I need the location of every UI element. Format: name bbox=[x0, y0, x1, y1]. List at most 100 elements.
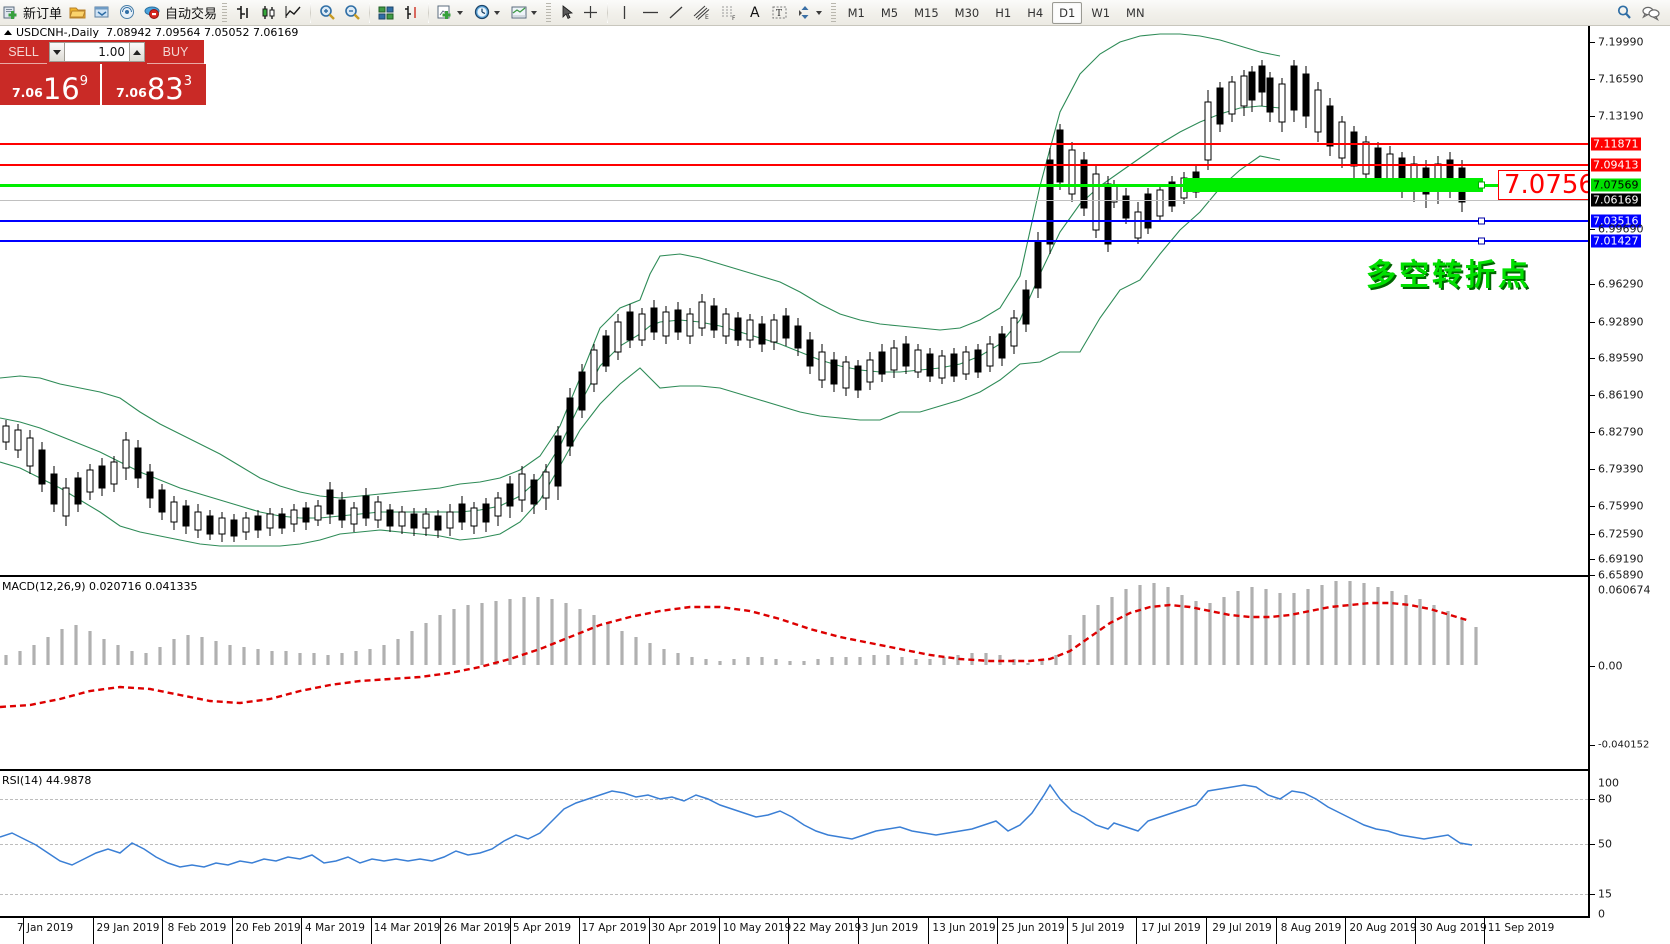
pivot-price-label[interactable]: 7.07569 bbox=[1591, 178, 1641, 192]
chart-collapse-icon[interactable] bbox=[4, 30, 12, 35]
arrows-dropdown-button[interactable] bbox=[792, 1, 829, 25]
price-tick-label: 7.16590 bbox=[1598, 72, 1644, 86]
new-chart-dropdown-caret[interactable] bbox=[457, 10, 464, 15]
signal-icon bbox=[118, 4, 137, 21]
toolbar-grip-2[interactable] bbox=[546, 2, 552, 23]
fibonacci-button[interactable]: F bbox=[716, 1, 743, 25]
price-annotation-tag[interactable]: 7.07569 bbox=[1498, 170, 1588, 200]
chat-icon bbox=[1640, 4, 1661, 21]
volume-stepper[interactable]: 1.00 bbox=[47, 40, 147, 64]
bar-chart-button[interactable] bbox=[231, 1, 256, 25]
horizontal-line-button[interactable] bbox=[637, 1, 664, 25]
timeframe-dropdown-caret[interactable] bbox=[494, 10, 501, 15]
rsi-line bbox=[0, 783, 1473, 868]
market-watch-button[interactable] bbox=[115, 1, 140, 25]
bollinger-lower-band bbox=[0, 155, 1281, 547]
pivot-line-anchor bbox=[1478, 181, 1485, 189]
timeframe-mn[interactable]: MN bbox=[1126, 5, 1145, 20]
crosshair-tool-button[interactable] bbox=[578, 1, 603, 25]
volume-input[interactable]: 1.00 bbox=[65, 42, 129, 62]
cursor-tool-button[interactable] bbox=[555, 1, 578, 25]
new-chart-button[interactable] bbox=[433, 1, 470, 25]
timeframe-w1[interactable]: W1 bbox=[1091, 5, 1111, 20]
line-chart-button[interactable] bbox=[281, 1, 306, 25]
resistance-price-label-1[interactable]: 7.11871 bbox=[1591, 137, 1641, 151]
rsi-panel[interactable]: RSI(14) 44.9878 bbox=[0, 773, 1588, 918]
templates-button[interactable] bbox=[507, 1, 544, 25]
trendline-button[interactable] bbox=[664, 1, 689, 25]
text-tool-button[interactable]: A bbox=[743, 1, 767, 25]
chart-workspace: USDCNH-,Daily 7.08942 7.09564 7.05052 7.… bbox=[0, 26, 1670, 944]
timeframe-h4[interactable]: H4 bbox=[1027, 5, 1044, 20]
data-window-button[interactable] bbox=[399, 1, 424, 25]
tile-windows-button[interactable] bbox=[374, 1, 399, 25]
arrows-dropdown-caret[interactable] bbox=[815, 10, 822, 15]
svg-text:T: T bbox=[776, 9, 782, 19]
candlestick-chart-button[interactable] bbox=[256, 1, 281, 25]
indicator-list-button[interactable] bbox=[65, 1, 90, 25]
price-tick-label: 6.79390 bbox=[1598, 462, 1644, 476]
resistance-price-label-2[interactable]: 7.09413 bbox=[1591, 158, 1641, 172]
price-tick bbox=[1590, 432, 1595, 433]
support-price-label-2[interactable]: 7.01427 bbox=[1591, 234, 1641, 248]
date-tick bbox=[1415, 918, 1416, 944]
price-tick-label: 6.89590 bbox=[1598, 351, 1644, 365]
support-price-label-1[interactable]: 7.03516 bbox=[1591, 214, 1641, 228]
zoom-in-button[interactable] bbox=[315, 1, 340, 25]
price-tick-label: 6.96290 bbox=[1598, 277, 1644, 291]
price-panel[interactable]: USDCNH-,Daily 7.08942 7.09564 7.05052 7.… bbox=[0, 26, 1588, 577]
new-order-button[interactable]: 新订单 bbox=[0, 1, 65, 25]
auto-trading-button[interactable]: 自动交易 bbox=[140, 1, 220, 25]
resistance-line-1 bbox=[0, 143, 1588, 145]
templates-dropdown-caret[interactable] bbox=[531, 10, 538, 15]
timeframe-m30[interactable]: M30 bbox=[954, 5, 980, 20]
bollinger-upper-band bbox=[0, 33, 1281, 499]
sell-price-display[interactable]: 7.06 16 9 bbox=[0, 64, 102, 105]
auto-trading-icon bbox=[143, 4, 162, 21]
date-tick bbox=[1345, 918, 1346, 944]
terminal-button[interactable] bbox=[90, 1, 115, 25]
window-stack-icon bbox=[93, 4, 112, 21]
volume-decrease-button[interactable] bbox=[49, 42, 65, 62]
one-click-trading-panel[interactable]: SELL 1.00 BUY 7.06 16 9 7.06 83 3 bbox=[0, 40, 206, 105]
toolbar-grip-1[interactable] bbox=[222, 2, 228, 23]
zoom-out-button[interactable] bbox=[340, 1, 365, 25]
price-tick bbox=[1590, 322, 1595, 323]
timeframe-m15[interactable]: M15 bbox=[914, 5, 939, 20]
equidistant-channel-button[interactable]: E bbox=[689, 1, 716, 25]
chat-button[interactable] bbox=[1637, 1, 1664, 25]
date-tick bbox=[719, 918, 720, 944]
toolbar-separator-3 bbox=[428, 2, 430, 23]
chinese-annotation-text[interactable]: 多空转折点 bbox=[1366, 258, 1531, 293]
price-tick bbox=[1590, 229, 1595, 230]
price-tick-label: 6.72590 bbox=[1598, 527, 1644, 541]
date-axis[interactable]: 7 Jan 2019 29 Jan 2019 8 Feb 2019 20 Feb… bbox=[0, 918, 1670, 944]
sell-button[interactable]: SELL bbox=[0, 40, 47, 64]
price-tick-label: 6.65890 bbox=[1598, 568, 1644, 582]
date-tick-label: 29 Jul 2019 bbox=[1212, 922, 1272, 934]
timeframe-dropdown-button[interactable] bbox=[470, 1, 507, 25]
timeframe-m1[interactable]: M1 bbox=[847, 5, 865, 20]
date-tick bbox=[1067, 918, 1068, 944]
volume-increase-button[interactable] bbox=[129, 42, 145, 62]
buy-button[interactable]: BUY bbox=[147, 40, 204, 64]
macd-signal-line bbox=[0, 601, 1471, 709]
candlestick-icon bbox=[259, 4, 278, 21]
buy-price-display[interactable]: 7.06 83 3 bbox=[102, 64, 206, 105]
resistance-line-2 bbox=[0, 164, 1588, 166]
vertical-line-button[interactable] bbox=[612, 1, 637, 25]
text-label-button[interactable]: T bbox=[767, 1, 792, 25]
date-tick-label: 20 Feb 2019 bbox=[235, 922, 301, 934]
price-scale-axis[interactable]: 7.19990 7.16590 7.13190 7.11871 7.09413 … bbox=[1588, 26, 1670, 921]
date-tick-label: 4 Mar 2019 bbox=[305, 922, 365, 934]
macd-panel[interactable]: MACD(12,26,9) 0.020716 0.041335 bbox=[0, 579, 1588, 771]
timeframe-d1[interactable]: D1 bbox=[1052, 1, 1083, 24]
macd-indicator-label: MACD(12,26,9) 0.020716 0.041335 bbox=[2, 580, 198, 593]
timeframe-m5[interactable]: M5 bbox=[880, 5, 899, 20]
macd-tick bbox=[1590, 666, 1595, 667]
chart-symbol-text: USDCNH-,Daily bbox=[16, 26, 99, 39]
search-button[interactable] bbox=[1612, 1, 1637, 25]
toolbar-grip-3[interactable] bbox=[830, 2, 836, 23]
candles bbox=[2, 60, 1466, 542]
timeframe-h1[interactable]: H1 bbox=[995, 5, 1012, 20]
